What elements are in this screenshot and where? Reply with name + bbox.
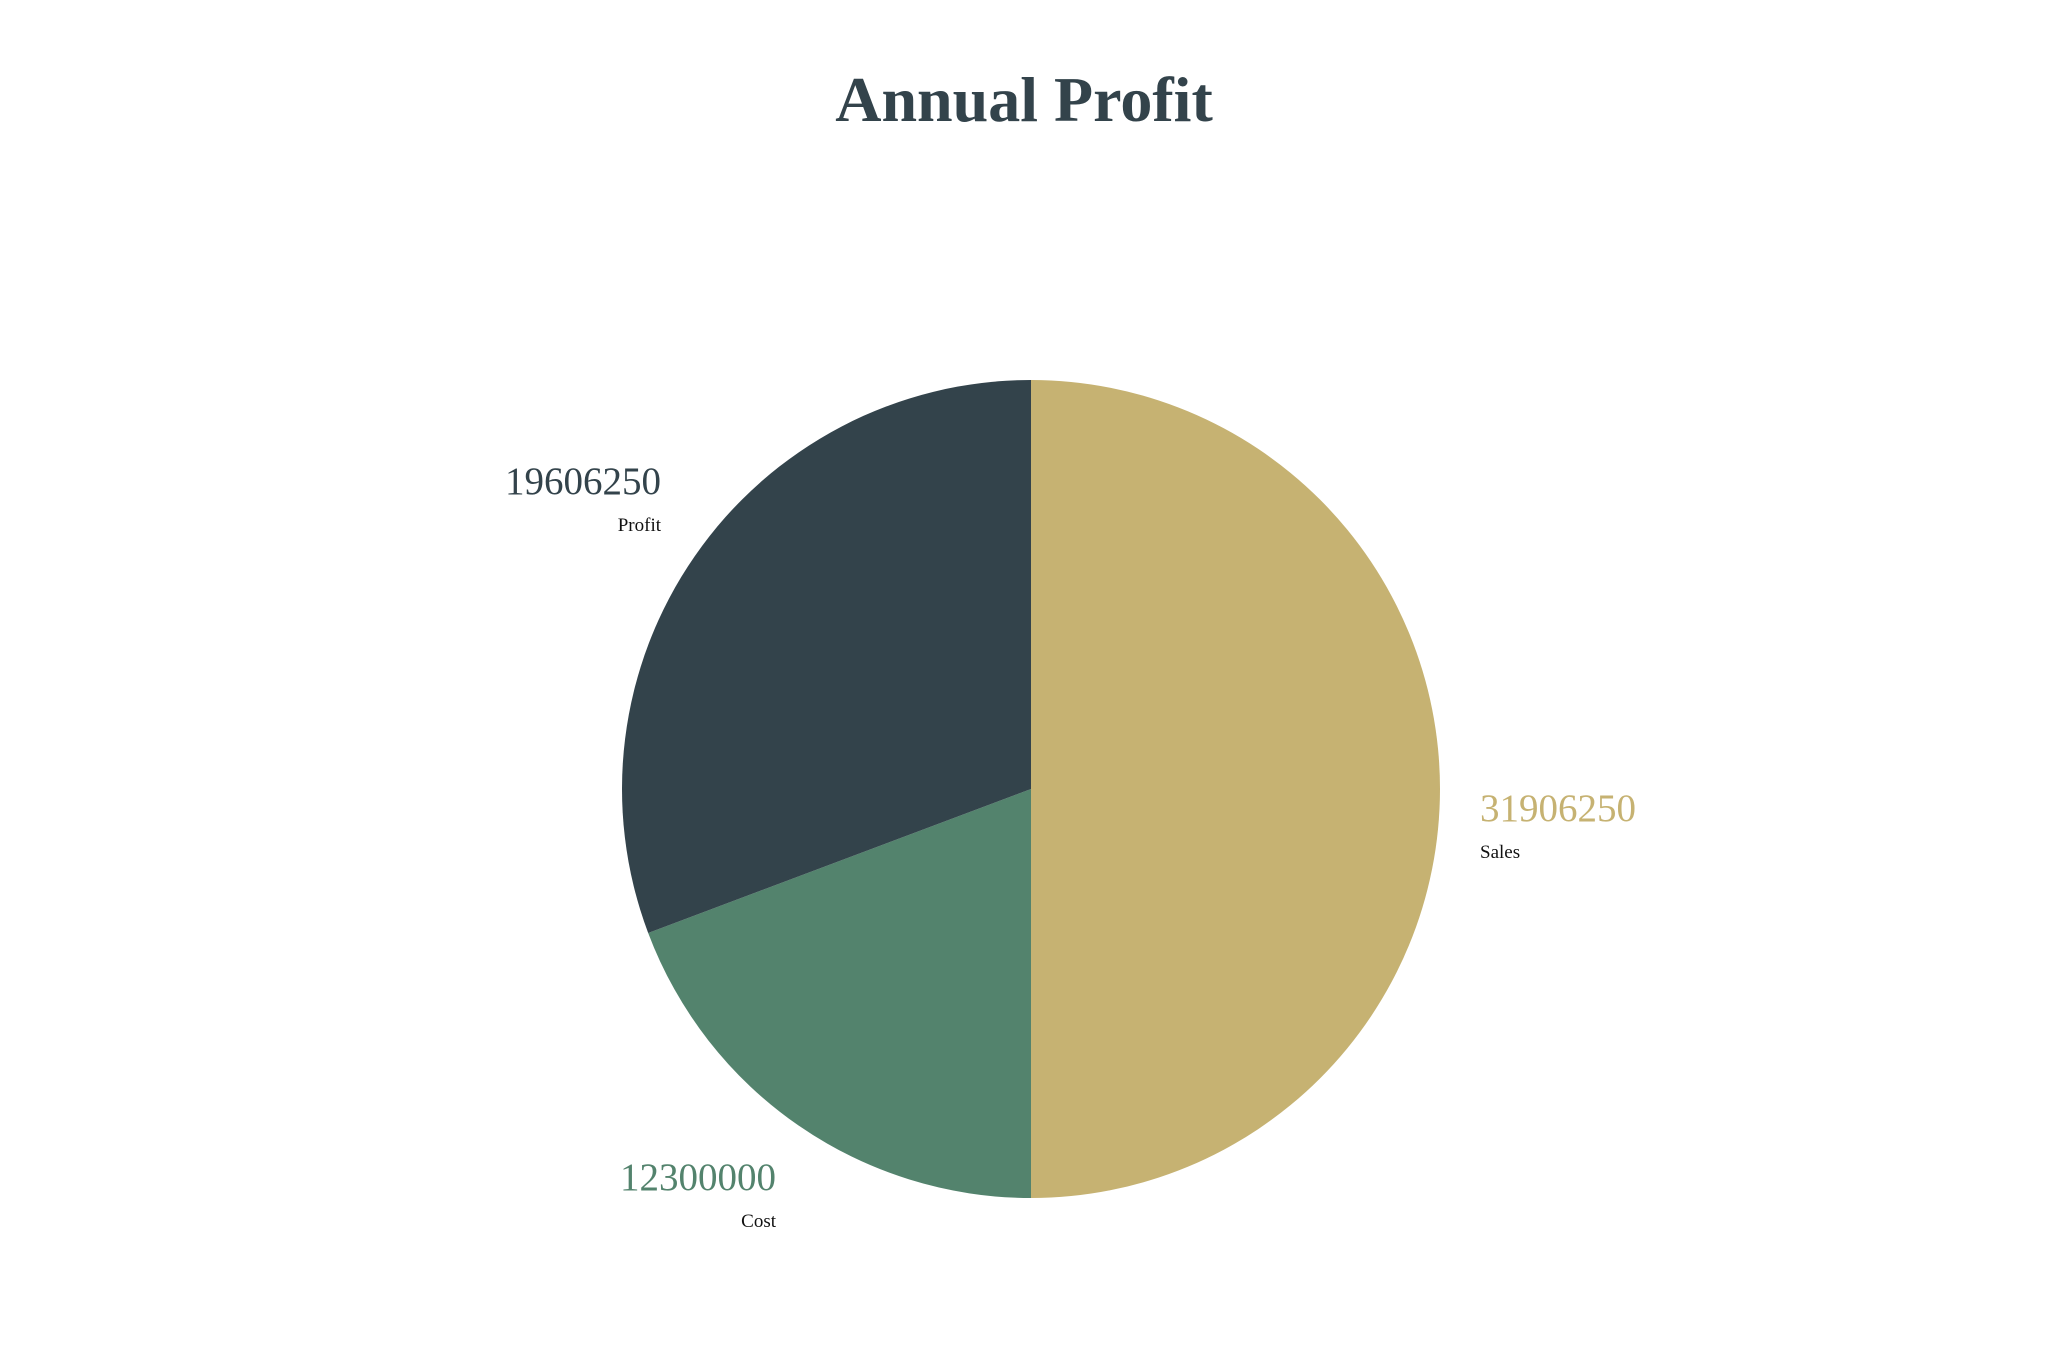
value-label-sales: 31906250 [1480,787,1636,830]
category-label-cost: Cost [741,1211,777,1232]
category-label-profit: Profit [618,515,662,536]
category-label-sales: Sales [1480,842,1520,863]
pie-slice-sales [1031,380,1440,1198]
pie-slice-profit [622,380,1031,933]
value-label-profit: 19606250 [505,460,661,503]
chart-title: Annual Profit [835,64,1213,135]
pie-slice-cost [648,789,1031,1198]
value-label-cost: 12300000 [620,1156,776,1199]
